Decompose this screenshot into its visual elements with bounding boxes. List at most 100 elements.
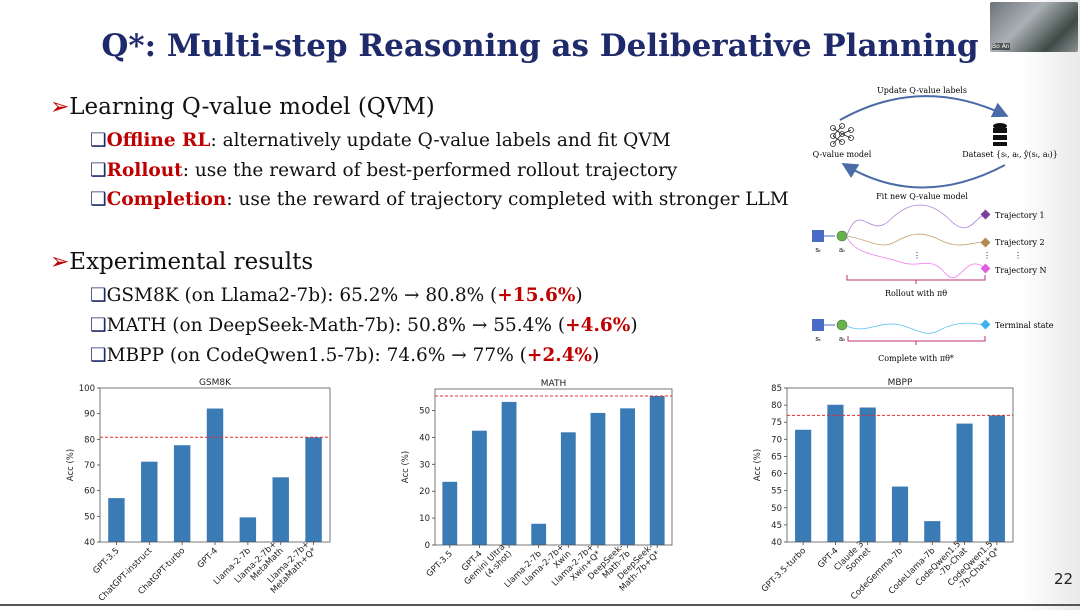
y-tick-label: 65 <box>771 452 782 462</box>
arrow-bullet-icon: ➢ <box>50 94 70 120</box>
completion-path <box>846 322 984 334</box>
bar-math <box>649 395 665 545</box>
highlight-text: +4.6% <box>565 315 631 336</box>
bullet-text: : use the reward of trajectory completed… <box>226 189 789 210</box>
database-icon <box>993 123 1007 146</box>
y-axis-label: Acc (%) <box>66 449 76 481</box>
trajectory-1-label: Trajectory 1 <box>995 211 1045 220</box>
sub-bullet-offline-rl: ❑Offline RL: alternatively update Q-valu… <box>90 130 671 151</box>
fit-arrow <box>841 162 1006 189</box>
bar-math <box>590 412 606 545</box>
bar-gsm8k <box>239 517 257 542</box>
ellipsis-dots: ⋮ <box>1014 251 1022 260</box>
chart-title: GSM8K <box>199 378 232 388</box>
bullet-text: Experimental results <box>69 249 314 275</box>
bar-gsm8k <box>272 477 289 542</box>
bullet-tail: ) <box>630 315 638 336</box>
state-label: sₜ <box>815 335 821 343</box>
y-tick-label: 40 <box>419 433 430 443</box>
y-axis-label: Acc (%) <box>401 451 411 483</box>
sub-bullet-completion: ❑Completion: use the reward of trajector… <box>90 189 789 210</box>
bullet-text: : alternatively update Q-value labels an… <box>210 130 671 151</box>
bullet-tail: ) <box>592 345 600 366</box>
qvm-diagram: Update Q-value labels Q-value model Data… <box>812 86 1058 363</box>
checkbox-bullet-icon: ❑ <box>90 345 107 366</box>
bar-mbpp <box>859 407 876 542</box>
y-tick-label: 40 <box>771 538 782 548</box>
presenter-webcam: Bo An <box>990 2 1078 52</box>
top-arrow-label: Update Q-value labels <box>877 86 967 95</box>
y-tick-label: 70 <box>84 461 95 471</box>
complete-brace <box>847 336 986 345</box>
checkbox-bullet-icon: ❑ <box>90 130 107 151</box>
bullet-text: GSM8K (on Llama2-7b): 65.2% → 80.8% ( <box>106 285 498 306</box>
slide-edge-shadow <box>1020 0 1080 610</box>
state-node <box>812 230 824 242</box>
bar-math <box>442 481 458 545</box>
action-node <box>836 230 848 242</box>
x-tick-label: Claude 3Sonnet <box>832 539 873 580</box>
y-tick-label: 80 <box>84 435 95 445</box>
complete-label: Complete with πθ* <box>878 354 954 363</box>
rollout-label: Rollout with πθ <box>885 289 947 298</box>
bar-gsm8k <box>108 498 125 542</box>
action-node <box>836 319 848 331</box>
q-value-model-label: Q-value model <box>813 150 872 159</box>
y-tick-label: 50 <box>771 504 782 514</box>
y-tick-label: 50 <box>419 407 430 417</box>
plot-frame <box>786 387 1014 543</box>
ellipsis-dots: ⋮ <box>913 251 921 260</box>
bar-mbpp <box>988 415 1005 542</box>
trajectory-1-node <box>980 209 991 220</box>
y-tick-label: 75 <box>771 418 782 428</box>
chart-title: MATH <box>541 379 567 389</box>
bullet-text: MATH (on DeepSeek-Math-7b): 50.8% → 55.4… <box>106 315 566 336</box>
bar-mbpp <box>827 404 844 542</box>
bar-math <box>472 430 487 545</box>
trajectory-n-label: Trajectory N <box>995 266 1047 275</box>
highlight-text: Offline RL <box>106 130 211 151</box>
trajectory-n-path <box>846 236 987 279</box>
checkbox-bullet-icon: ❑ <box>90 285 107 306</box>
y-tick-label: 85 <box>771 384 782 394</box>
bar-mbpp <box>795 429 812 542</box>
plot-frame <box>434 388 673 546</box>
bullet-learning-qvm: ➢Learning Q-value model (QVM) <box>50 94 435 120</box>
slide-title: Q*: Multi-step Reasoning as Deliberative… <box>101 28 979 64</box>
bullet-text: Learning Q-value model (QVM) <box>69 94 435 120</box>
bar-mbpp <box>956 423 973 542</box>
bar-gsm8k <box>305 437 322 542</box>
x-tick-label: GPT-3.5-turbo <box>760 546 809 595</box>
dataset-label: Dataset {sₜ, aₜ, ŷ(sₜ, aₜ)} <box>962 150 1058 159</box>
y-tick-label: 30 <box>419 460 430 470</box>
bar-math <box>620 408 635 545</box>
trajectory-2-path <box>846 233 987 246</box>
y-tick-label: 80 <box>771 401 782 411</box>
x-tick-label: GPT-3.5 <box>91 546 121 576</box>
arrow-bullet-icon: ➢ <box>50 249 70 275</box>
highlight-text: Completion <box>106 189 227 210</box>
sub-bullet-gsm8k: ❑GSM8K (on Llama2-7b): 65.2% → 80.8% (+1… <box>90 285 583 306</box>
y-tick-label: 60 <box>771 470 782 480</box>
action-label: aₜ <box>839 335 845 343</box>
slide-bottom-border <box>0 604 1080 606</box>
neural-network-icon <box>830 123 854 147</box>
highlight-text: Rollout <box>106 160 183 181</box>
sub-bullet-mbpp: ❑MBPP (on CodeQwen1.5-7b): 74.6% → 77% (… <box>90 345 599 366</box>
bar-gsm8k <box>206 408 224 542</box>
page-number: 22 <box>1054 570 1074 588</box>
bar-mbpp <box>891 486 909 542</box>
y-tick-label: 90 <box>84 410 95 420</box>
y-tick-label: 0 <box>425 541 430 551</box>
y-axis-label: Acc (%) <box>753 449 763 481</box>
y-tick-label: 70 <box>771 435 782 445</box>
terminal-node <box>980 319 991 330</box>
bar-gsm8k <box>141 461 158 542</box>
y-tick-label: 50 <box>84 512 95 522</box>
terminal-label: Terminal state <box>995 321 1054 330</box>
action-label: aₜ <box>839 246 845 254</box>
bullet-tail: ) <box>575 285 583 306</box>
sub-bullet-math: ❑MATH (on DeepSeek-Math-7b): 50.8% → 55.… <box>90 315 638 336</box>
y-tick-label: 20 <box>419 487 430 497</box>
